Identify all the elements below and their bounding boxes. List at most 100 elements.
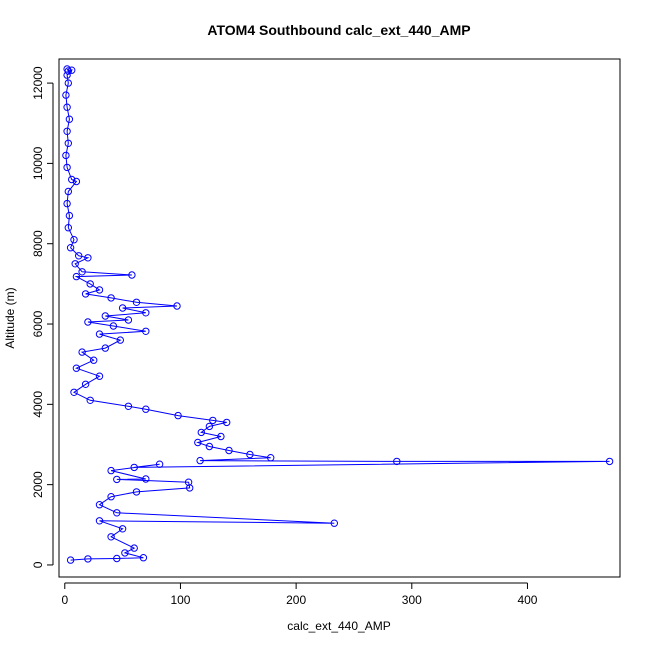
data-point [86,396,94,404]
x-tick-label: 200 [286,593,306,607]
data-point [95,501,104,509]
data-point [128,271,136,279]
data-point [132,488,141,496]
data-point [64,139,73,148]
data-point [68,66,76,74]
data-point [63,163,71,172]
data-point [101,344,110,352]
data-point [194,438,202,447]
data-point [65,115,74,123]
data-point [95,517,104,525]
y-tick-label: 2000 [31,471,45,498]
y-tick-label: 10000 [31,146,45,180]
data-point [184,478,193,486]
x-tick-label: 100 [170,593,190,607]
data-point [107,533,115,541]
data-point [62,151,70,160]
data-point [246,450,254,459]
data-point [63,103,71,111]
x-axis: 0 100 200 300 400 [61,582,538,607]
data-point [225,446,233,455]
data-point [95,330,104,338]
y-tick-label: 12000 [31,66,45,100]
data-point [205,422,214,431]
data-point [132,298,141,306]
data-point [70,388,78,396]
data-point [78,348,86,356]
data-point [72,177,81,186]
data-point [142,309,150,317]
data-point [84,555,92,563]
data-point [95,286,104,294]
data-point [121,549,129,557]
data-point [205,442,214,451]
data-point [113,509,121,517]
data-point [86,280,94,288]
data-point [66,244,75,252]
data-point [63,199,71,208]
data-point [107,466,115,475]
data-point [64,187,73,196]
data-point [173,302,181,310]
data-point [68,175,76,184]
y-tick-label: 4000 [31,391,45,418]
data-point [65,211,74,220]
data-point [196,456,204,465]
data-point [209,416,217,425]
data-point [155,460,164,468]
data-point [70,236,78,244]
data-point [267,454,275,462]
data-point [197,428,206,437]
data-point [142,405,150,413]
y-tick-label: 0 [31,561,45,568]
data-point [107,493,115,501]
chart-title: ATOM4 Southbound calc_ext_440_AMP [207,22,470,38]
series-layer [62,65,614,564]
data-point [330,519,338,527]
data-point [130,463,138,472]
data-point [116,336,125,344]
data-point [66,556,75,564]
data-point [84,254,92,262]
data-point [118,304,127,312]
data-point [95,372,104,380]
data-point [101,312,110,320]
data-point [63,71,71,79]
data-point [72,272,81,281]
series-line [65,68,610,561]
data-point [113,554,121,563]
data-point [64,224,73,232]
plot-frame [58,58,621,578]
x-tick-label: 400 [517,593,537,607]
data-point [72,364,81,372]
data-point [142,327,150,335]
data-point [605,457,614,466]
data-point [107,294,115,302]
data-point [75,252,83,260]
data-point [174,411,182,420]
data-point [124,402,133,410]
data-point [90,356,98,364]
data-point [118,525,127,533]
data-point [109,322,118,330]
data-point [81,290,90,298]
data-point [63,127,71,136]
data-point [62,91,70,99]
x-tick-label: 0 [61,593,68,607]
data-point [186,484,194,492]
data-point [223,418,231,427]
data-point [113,475,121,484]
y-tick-label: 8000 [31,230,45,257]
data-point [71,260,79,268]
data-point [393,457,401,466]
data-point [64,67,73,75]
data-point [81,380,90,388]
y-axis: 0 2000 4000 6000 8000 10000 12000 [31,66,54,568]
data-point [124,316,133,324]
data-point [142,475,150,483]
data-point [217,432,225,441]
data-point [84,318,92,326]
data-point [78,268,86,276]
data-point [64,79,73,87]
